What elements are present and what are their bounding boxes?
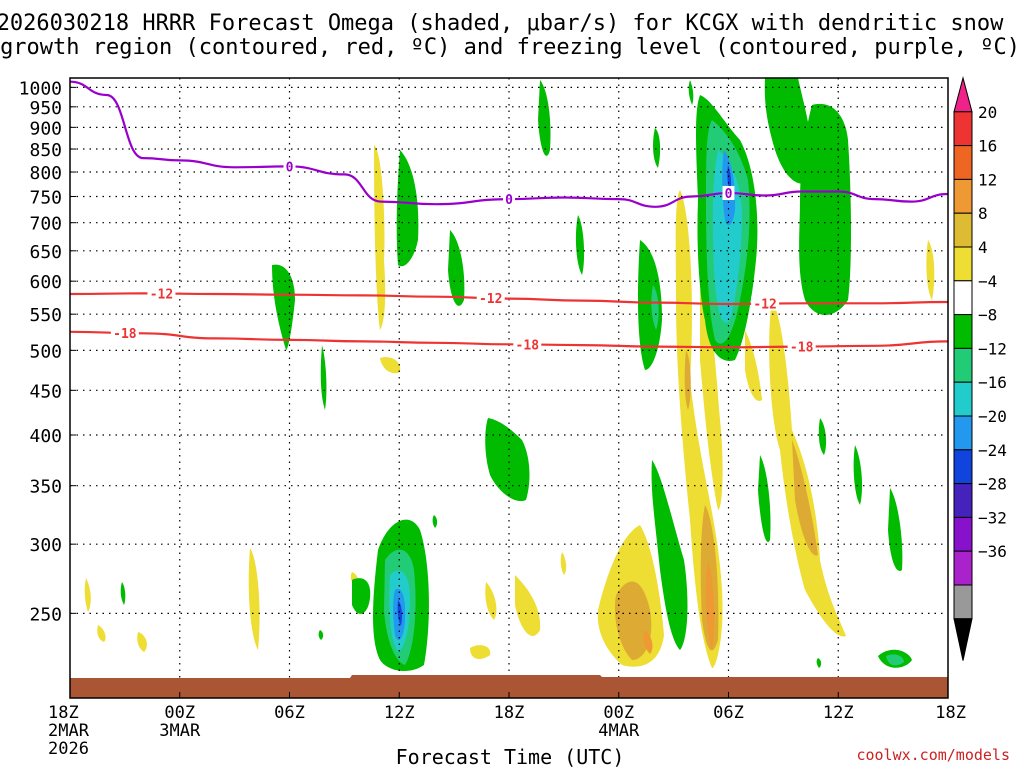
contour-label: -12 [150, 288, 173, 303]
x-tick-label: 12Z [823, 703, 854, 723]
credit-text: coolwx.com/models [856, 746, 1010, 764]
contour-label: -12 [479, 292, 502, 307]
colorbar-label: −16 [978, 373, 1007, 392]
colorbar-swatch [954, 450, 972, 484]
y-tick-label: 700 [29, 214, 62, 235]
y-tick-label: 500 [29, 341, 62, 362]
contour-label: 0 [505, 193, 513, 208]
colorbar-swatch [954, 213, 972, 247]
colorbar-swatch [954, 551, 972, 585]
colorbar-label: 20 [978, 103, 997, 122]
colorbar-swatch [954, 315, 972, 349]
colorbar-label: 16 [978, 137, 997, 156]
x-tick-label: 18Z [494, 703, 525, 723]
colorbar-swatch [954, 281, 972, 315]
x-tick-label: 00Z [603, 703, 634, 723]
colorbar-cap-top [954, 78, 972, 112]
colorbar-swatch [954, 585, 972, 619]
contour-label: -18 [113, 327, 137, 342]
x-tick-label: 06Z [713, 703, 744, 723]
y-tick-label: 1000 [19, 78, 62, 99]
colorbar-swatch [954, 517, 972, 551]
x-tick-label: 3MAR [159, 721, 201, 741]
x-tick-label: 12Z [384, 703, 415, 723]
x-tick-label: 06Z [274, 703, 305, 723]
y-tick-label: 250 [29, 604, 62, 625]
colorbar-swatch [954, 348, 972, 382]
colorbar-label: −28 [978, 475, 1007, 494]
x-tick-label: 2026 [48, 739, 89, 759]
colorbar-label: −32 [978, 508, 1007, 527]
y-tick-label: 650 [29, 242, 62, 263]
y-tick-label: 600 [29, 272, 62, 293]
colorbar: 20 16 12 8 4 −4 −8 −12 −16 −20 −24 −28 −32 −36 [954, 78, 1007, 661]
colorbar-swatch [954, 112, 972, 146]
colorbar-swatch [954, 146, 972, 180]
x-tick-label: 2MAR [48, 721, 90, 741]
y-tick-label: 300 [29, 535, 62, 556]
chart-title-line2: growth region (contoured, red, ºC) and f… [0, 35, 1020, 60]
y-axis: 2503003504004505005506006507007508008509… [19, 78, 76, 625]
y-tick-label: 750 [29, 188, 62, 209]
y-tick-label: 950 [29, 98, 62, 119]
colorbar-swatch [954, 382, 972, 416]
colorbar-label: 12 [978, 170, 997, 189]
colorbar-label: −12 [978, 339, 1007, 358]
omega-time-height-chart: 2026030218 HRRR Forecast Omega (shaded, … [0, 0, 1024, 768]
colorbar-swatch [954, 247, 972, 281]
colorbar-label: 8 [978, 204, 988, 223]
x-tick-label: 18Z [935, 703, 966, 723]
chart-title-line1: 2026030218 HRRR Forecast Omega (shaded, … [0, 11, 1004, 36]
y-tick-label: 400 [29, 426, 62, 447]
colorbar-label: −20 [978, 407, 1007, 426]
colorbar-label: 4 [978, 238, 988, 257]
y-tick-label: 850 [29, 140, 62, 161]
contour-label: 0 [286, 160, 294, 175]
y-tick-label: 900 [29, 118, 62, 139]
y-tick-label: 550 [29, 305, 62, 326]
y-tick-label: 450 [29, 381, 62, 402]
colorbar-label: −4 [978, 272, 997, 291]
colorbar-label: −8 [978, 306, 997, 325]
colorbar-label: −36 [978, 542, 1007, 561]
contour-label: -12 [753, 298, 776, 313]
x-tick-label: 4MAR [598, 721, 640, 741]
contour-label: -18 [516, 339, 540, 354]
y-tick-label: 350 [29, 477, 62, 498]
colorbar-cap-bottom [954, 619, 972, 661]
colorbar-label: −24 [978, 441, 1007, 460]
colorbar-swatch [954, 416, 972, 450]
contour-label: 0 [725, 187, 733, 202]
x-axis-label: Forecast Time (UTC) [396, 745, 625, 768]
colorbar-swatch [954, 484, 972, 518]
y-tick-label: 800 [29, 163, 62, 184]
x-tick-label: 18Z [48, 703, 79, 723]
x-tick-label: 00Z [164, 703, 195, 723]
colorbar-swatch [954, 179, 972, 213]
omega-negative-region [799, 104, 851, 315]
contour-label: -18 [790, 341, 814, 356]
